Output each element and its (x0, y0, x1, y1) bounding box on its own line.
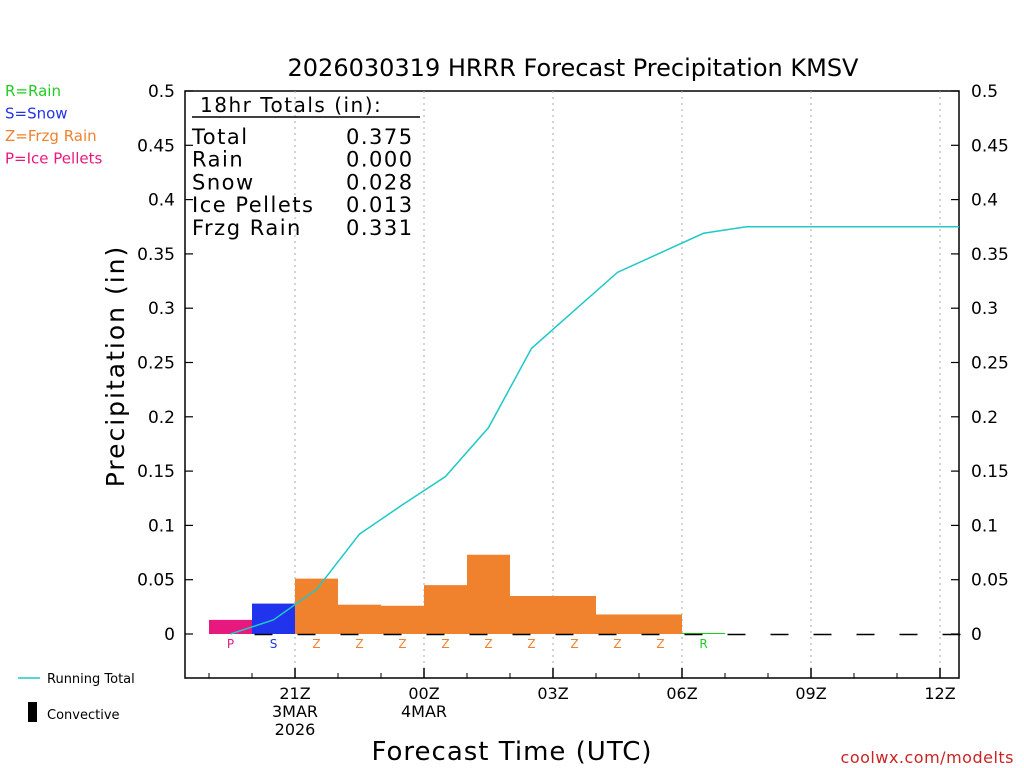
x-tick-label: 12Z (924, 684, 955, 703)
precip-bar (424, 585, 467, 634)
precip-bar (252, 603, 295, 634)
totals-row-value: 0.000 (346, 148, 414, 172)
running-total-legend-label: Running Total (47, 672, 135, 687)
y-tick-label-left: 0.1 (148, 516, 175, 536)
y-tick-label-right: 0.5 (971, 82, 998, 102)
y-axis-right: 0 0.05 0.1 0.15 0.2 0.25 0.3 0.35 0.4 0.45 0.5 (951, 82, 1009, 645)
totals-row-label: Total (191, 125, 249, 149)
y-tick-label-right: 0.25 (971, 354, 1009, 374)
y-tick-label-right: 0.4 (971, 191, 998, 211)
hourly-bars (209, 554, 725, 634)
type-legend-item: R=Rain (5, 82, 61, 100)
precip-bar (338, 604, 381, 634)
totals-row-label: Rain (192, 148, 244, 172)
precip-bar (510, 595, 553, 634)
precip-bar (381, 605, 424, 634)
y-tick-label-right: 0.3 (971, 299, 998, 319)
y-tick-label-left: 0.35 (137, 245, 175, 265)
precip-bar (209, 619, 252, 634)
y-tick-label-left: 0.2 (148, 408, 175, 428)
y-tick-label-left: 0.15 (137, 462, 175, 482)
precip-type-letter: R (699, 637, 707, 651)
totals-row-label: Snow (192, 170, 255, 194)
chart-title: 2026030319 HRRR Forecast Precipitation K… (288, 54, 860, 82)
precip-bar (467, 554, 510, 634)
y-tick-label-left: 0.45 (137, 136, 175, 156)
precip-type-letter: P (227, 637, 234, 651)
y-tick-label-right: 0.15 (971, 462, 1009, 482)
totals-row-value: 0.331 (346, 216, 414, 240)
x-tick-label: 06Z (666, 684, 697, 703)
type-legend-item: Z=Frzg Rain (5, 127, 97, 145)
y-axis-left: 0 0.05 0.1 0.15 0.2 0.25 0.3 0.35 0.4 0.45 0.5 (137, 82, 193, 645)
running-total-polyline (230, 226, 959, 635)
precip-bar (639, 614, 682, 634)
totals-heading: 18hr Totals (in): (200, 93, 382, 117)
convective-legend-label: Convective (47, 708, 120, 723)
precip-type-letter: Z (355, 637, 363, 651)
precip-type-letter: S (270, 637, 278, 651)
precip-type-letter: Z (312, 637, 320, 651)
totals-row-label: Frzg Rain (192, 216, 302, 240)
precip-type-letter: Z (570, 637, 578, 651)
y-tick-label-right: 0 (971, 625, 982, 645)
y-tick-label-right: 0.45 (971, 136, 1009, 156)
totals-box: 18hr Totals (in): Total 0.375 Rain 0.000 Sno… (191, 93, 420, 240)
y-tick-label-right: 0.05 (971, 571, 1009, 591)
convective-legend-swatch (28, 702, 37, 722)
x-tick-label: 00Z (408, 684, 439, 703)
y-tick-label-left: 0.5 (148, 82, 175, 102)
plot-frame (184, 90, 960, 679)
y-axis-title: Precipitation (in) (101, 245, 130, 488)
precip-type-legend: R=Rain S=Snow Z=Frzg Rain P=Ice Pellets (5, 82, 102, 168)
x-tick-label: 2026 (275, 720, 316, 739)
precip-type-letter: Z (656, 637, 664, 651)
y-tick-label-left: 0.05 (137, 571, 175, 591)
precip-bar (682, 632, 725, 634)
precip-type-letter: Z (613, 637, 621, 651)
precip-type-letter: Z (398, 637, 406, 651)
precip-type-letter: Z (441, 637, 449, 651)
type-legend-item: S=Snow (5, 105, 68, 123)
precip-type-letter: Z (527, 637, 535, 651)
x-tick-label: 3MAR (272, 702, 318, 721)
y-tick-label-right: 0.1 (971, 516, 998, 536)
x-tick-label: 09Z (795, 684, 826, 703)
y-tick-label-left: 0 (164, 625, 175, 645)
precip-type-letter: Z (484, 637, 492, 651)
y-tick-label-right: 0.2 (971, 408, 998, 428)
x-tick-label: 4MAR (401, 702, 447, 721)
y-tick-label-right: 0.35 (971, 245, 1009, 265)
totals-row-value: 0.028 (346, 170, 414, 194)
y-tick-label-left: 0.3 (148, 299, 175, 319)
x-tick-label: 03Z (537, 684, 568, 703)
totals-row-value: 0.013 (346, 193, 414, 217)
totals-row-value: 0.375 (346, 125, 414, 149)
x-tick-label: 21Z (279, 684, 310, 703)
y-tick-label-left: 0.25 (137, 354, 175, 374)
y-tick-label-left: 0.4 (148, 191, 175, 211)
precip-bar (553, 595, 596, 634)
running-total-line (230, 226, 959, 635)
x-axis-title: Forecast Time (UTC) (371, 737, 652, 767)
credit-text: coolwx.com/modelts (841, 748, 1014, 767)
vertical-gridlines (294, 91, 941, 678)
totals-row-label: Ice Pellets (192, 193, 314, 217)
type-legend-item: P=Ice Pellets (5, 150, 102, 168)
precip-bar (295, 578, 338, 634)
precip-bar (596, 614, 639, 634)
